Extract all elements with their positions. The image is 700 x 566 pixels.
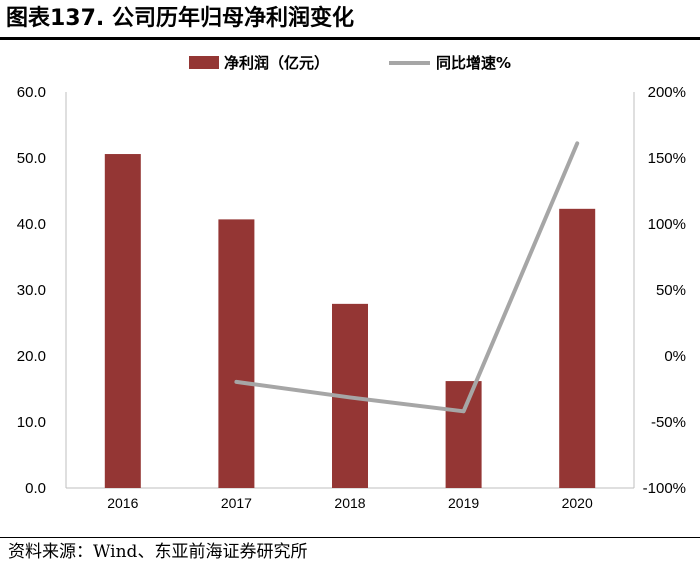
bar-2016: [104, 154, 141, 489]
x-tick-2016: 2016: [107, 495, 138, 511]
legend-line-label: 同比增速%: [436, 54, 511, 72]
title-rule: [0, 37, 700, 40]
y-left-tick: 40.0: [17, 216, 46, 233]
bar-2017: [218, 219, 255, 488]
figure-title: 图表137. 公司历年归母净利润变化: [6, 6, 354, 31]
x-tick-labels: 2016 2017 2018 2019 2020: [107, 495, 593, 511]
y-right-tick: 100%: [648, 216, 686, 233]
y-left-tick: 10.0: [17, 414, 46, 431]
y-right-tick: 150%: [648, 150, 686, 167]
bar-2019: [445, 381, 482, 488]
growth-line-series: [234, 141, 580, 414]
y-right-tick: 200%: [648, 84, 686, 101]
y-left-tick-labels: 0.0 10.0 20.0 30.0 40.0 50.0 60.0: [17, 84, 46, 497]
growth-line: [234, 141, 580, 414]
x-tick-2020: 2020: [562, 495, 593, 511]
source-note: 资料来源：Wind、东亚前海证券研究所: [8, 542, 308, 562]
y-left-tick: 20.0: [17, 348, 46, 365]
y-right-tick: -100%: [643, 480, 686, 497]
x-tick-2017: 2017: [221, 495, 252, 511]
legend-bar-swatch: [189, 56, 219, 69]
y-right-tick: 0%: [664, 348, 686, 365]
y-right-tick-labels: -100% -50% 0% 50% 100% 150% 200%: [643, 84, 686, 497]
legend-bar-label: 净利润（亿元）: [224, 54, 329, 72]
y-left-tick: 0.0: [25, 480, 46, 497]
y-left-tick: 60.0: [17, 84, 46, 101]
y-right-tick: -50%: [651, 414, 686, 431]
chart: 净利润（亿元） 同比增速% 2016 2017 2018 2019 2020 0.0 10…: [17, 54, 686, 511]
x-tick-2018: 2018: [334, 495, 365, 511]
source-rule: [0, 537, 700, 538]
x-tick-2019: 2019: [448, 495, 479, 511]
bar-series: [104, 154, 596, 489]
y-left-tick: 30.0: [17, 282, 46, 299]
y-left-tick: 50.0: [17, 150, 46, 167]
bar-2020: [559, 208, 596, 488]
y-right-tick: 50%: [656, 282, 686, 299]
legend: 净利润（亿元） 同比增速%: [189, 54, 511, 72]
